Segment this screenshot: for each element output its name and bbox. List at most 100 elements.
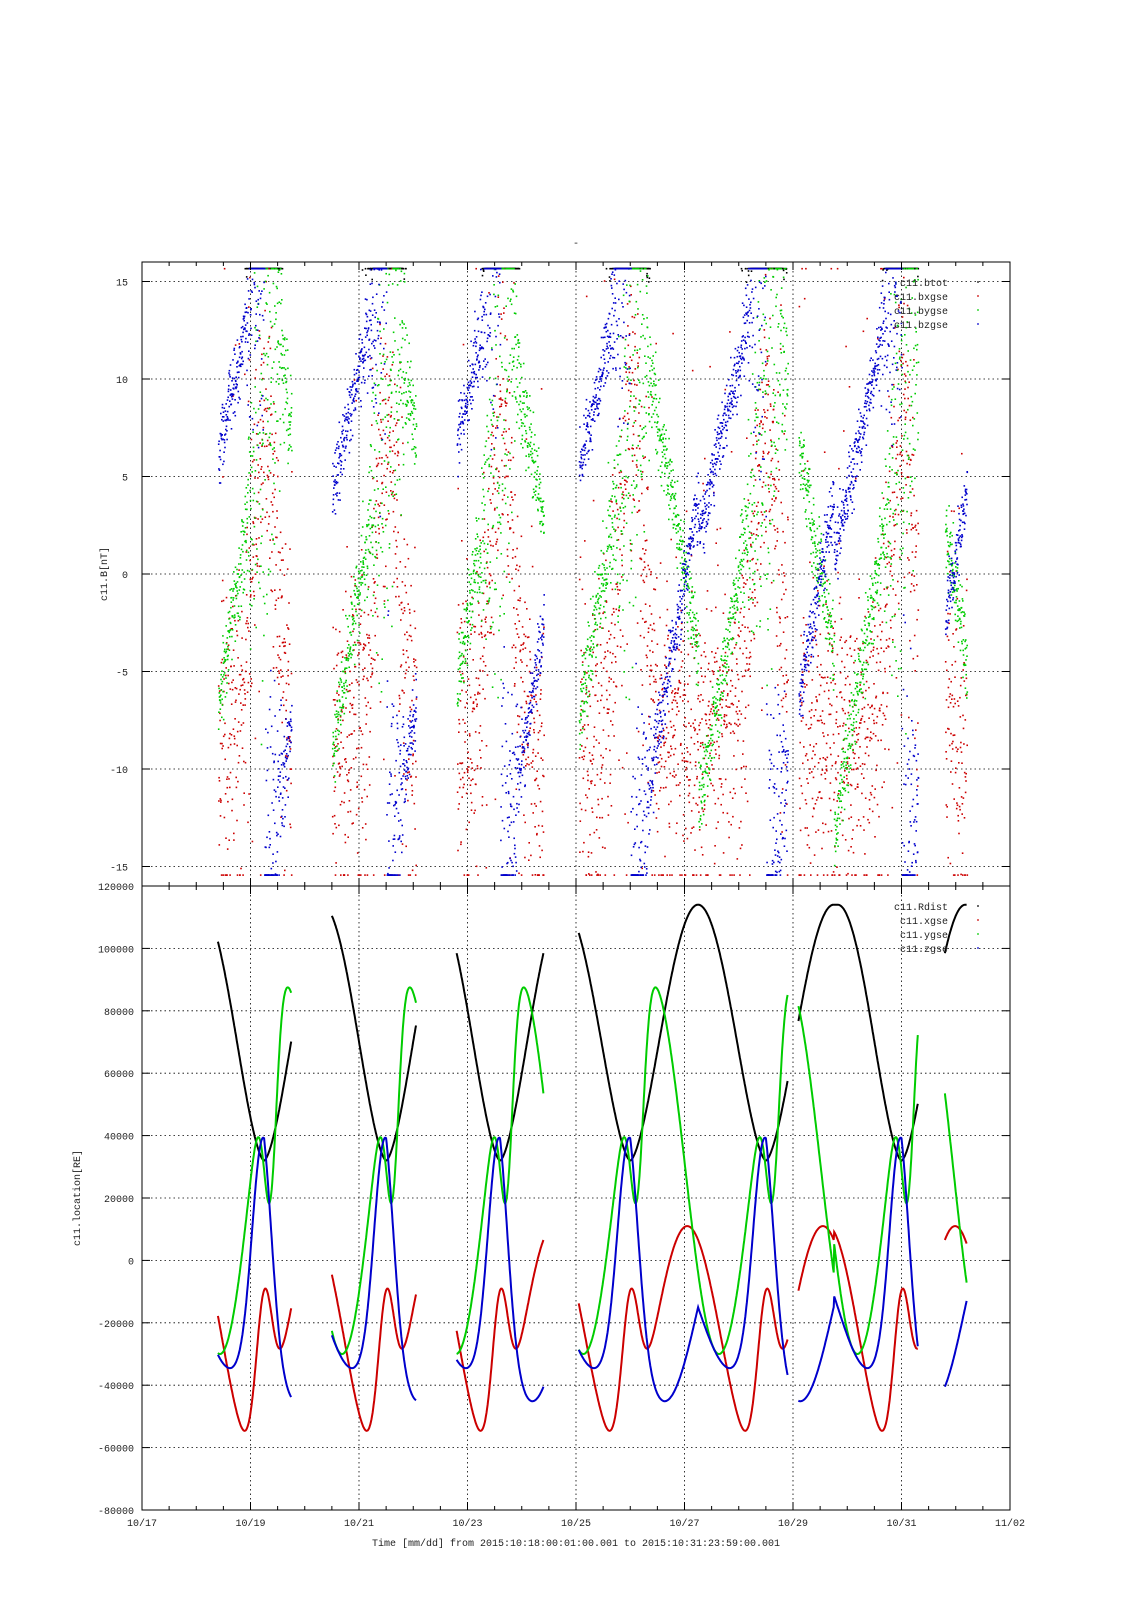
scatter-point bbox=[271, 504, 274, 506]
scatter-point bbox=[533, 721, 536, 724]
scatter-point bbox=[272, 646, 275, 648]
scatter-point bbox=[220, 801, 222, 803]
scatter-point bbox=[351, 603, 353, 605]
scatter-point bbox=[361, 569, 363, 572]
scatter-point bbox=[368, 550, 371, 553]
scatter-point bbox=[272, 667, 275, 669]
scatter-point bbox=[479, 657, 482, 660]
scatter-point bbox=[265, 433, 268, 435]
scatter-point bbox=[365, 723, 367, 725]
scatter-point bbox=[466, 558, 468, 560]
scatter-point bbox=[405, 669, 408, 671]
scatter-point bbox=[765, 384, 768, 386]
scatter-point bbox=[739, 874, 741, 876]
scatter-point bbox=[281, 334, 284, 337]
scatter-point bbox=[397, 531, 399, 534]
scatter-point bbox=[377, 503, 379, 506]
scatter-point bbox=[842, 747, 844, 750]
scatter-point bbox=[663, 644, 666, 647]
scatter-point bbox=[403, 278, 406, 280]
scatter-point bbox=[337, 729, 339, 732]
scatter-point bbox=[910, 514, 912, 517]
scatter-point bbox=[882, 533, 884, 535]
scatter-point bbox=[506, 402, 508, 405]
scatter-point bbox=[492, 434, 495, 437]
scatter-point bbox=[678, 649, 680, 651]
scatter-point bbox=[396, 586, 399, 588]
scatter-point bbox=[680, 651, 683, 653]
scatter-point bbox=[341, 765, 343, 768]
scatter-point bbox=[685, 760, 687, 763]
scatter-point bbox=[238, 343, 241, 345]
scatter-point bbox=[676, 822, 678, 824]
scatter-point bbox=[613, 874, 616, 876]
scatter-point bbox=[678, 710, 680, 712]
scatter-point bbox=[365, 536, 367, 538]
scatter-point bbox=[387, 599, 389, 602]
scatter-point bbox=[272, 510, 274, 513]
scatter-point bbox=[223, 650, 226, 653]
scatter-point bbox=[610, 805, 613, 807]
scatter-point bbox=[235, 699, 237, 702]
scatter-point bbox=[817, 655, 819, 657]
scatter-point bbox=[277, 475, 279, 478]
scatter-point bbox=[387, 399, 390, 402]
scatter-point bbox=[767, 452, 769, 455]
scatter-point bbox=[480, 625, 483, 628]
scatter-point bbox=[811, 679, 814, 681]
scatter-point bbox=[374, 503, 376, 506]
scatter-point bbox=[269, 570, 272, 573]
scatter-point bbox=[837, 571, 839, 574]
scatter-point bbox=[536, 710, 539, 712]
scatter-point bbox=[238, 693, 240, 695]
scatter-point bbox=[246, 522, 249, 524]
scatter-point bbox=[343, 801, 345, 804]
scatter-point bbox=[608, 630, 610, 632]
scatter-point bbox=[270, 444, 272, 447]
scatter-point bbox=[403, 538, 406, 540]
scatter-point bbox=[964, 719, 967, 721]
scatter-point bbox=[504, 402, 507, 404]
scatter-point bbox=[622, 635, 624, 637]
scatter-point bbox=[383, 328, 385, 330]
scatter-point bbox=[965, 589, 968, 592]
scatter-point bbox=[336, 713, 338, 715]
scatter-point bbox=[951, 664, 953, 666]
scatter-point bbox=[503, 465, 506, 467]
scatter-point bbox=[850, 804, 852, 806]
scatter-point bbox=[289, 736, 291, 738]
scatter-point bbox=[512, 549, 514, 551]
scatter-point bbox=[346, 736, 349, 738]
scatter-point bbox=[260, 364, 263, 366]
scatter-point bbox=[818, 604, 821, 607]
scatter-point bbox=[634, 345, 636, 348]
scatter-point bbox=[347, 836, 349, 838]
scatter-point bbox=[692, 826, 695, 828]
scatter-point bbox=[359, 592, 361, 594]
scatter-point bbox=[246, 691, 249, 693]
scatter-point bbox=[460, 841, 462, 843]
scatter-point bbox=[949, 862, 952, 865]
scatter-point bbox=[371, 278, 373, 281]
scatter-point bbox=[478, 633, 480, 636]
scatter-point bbox=[630, 285, 632, 288]
scatter-point bbox=[375, 541, 377, 543]
scatter-point bbox=[289, 427, 291, 430]
scatter-point bbox=[786, 874, 789, 876]
scatter-point bbox=[218, 776, 220, 779]
scatter-point bbox=[964, 791, 967, 794]
scatter-point bbox=[338, 747, 340, 750]
scatter-point bbox=[282, 338, 285, 340]
scatter-point bbox=[752, 512, 754, 515]
scatter-point bbox=[398, 478, 401, 481]
scatter-point bbox=[276, 510, 278, 512]
scatter-point bbox=[673, 770, 675, 773]
scatter-point bbox=[529, 618, 531, 620]
scatter-point bbox=[366, 768, 369, 770]
scatter-point bbox=[401, 690, 404, 692]
scatter-point bbox=[732, 787, 735, 790]
scatter-point bbox=[715, 606, 717, 609]
scatter-point bbox=[723, 715, 726, 718]
scatter-point bbox=[263, 352, 265, 355]
scatter-point bbox=[749, 537, 752, 539]
